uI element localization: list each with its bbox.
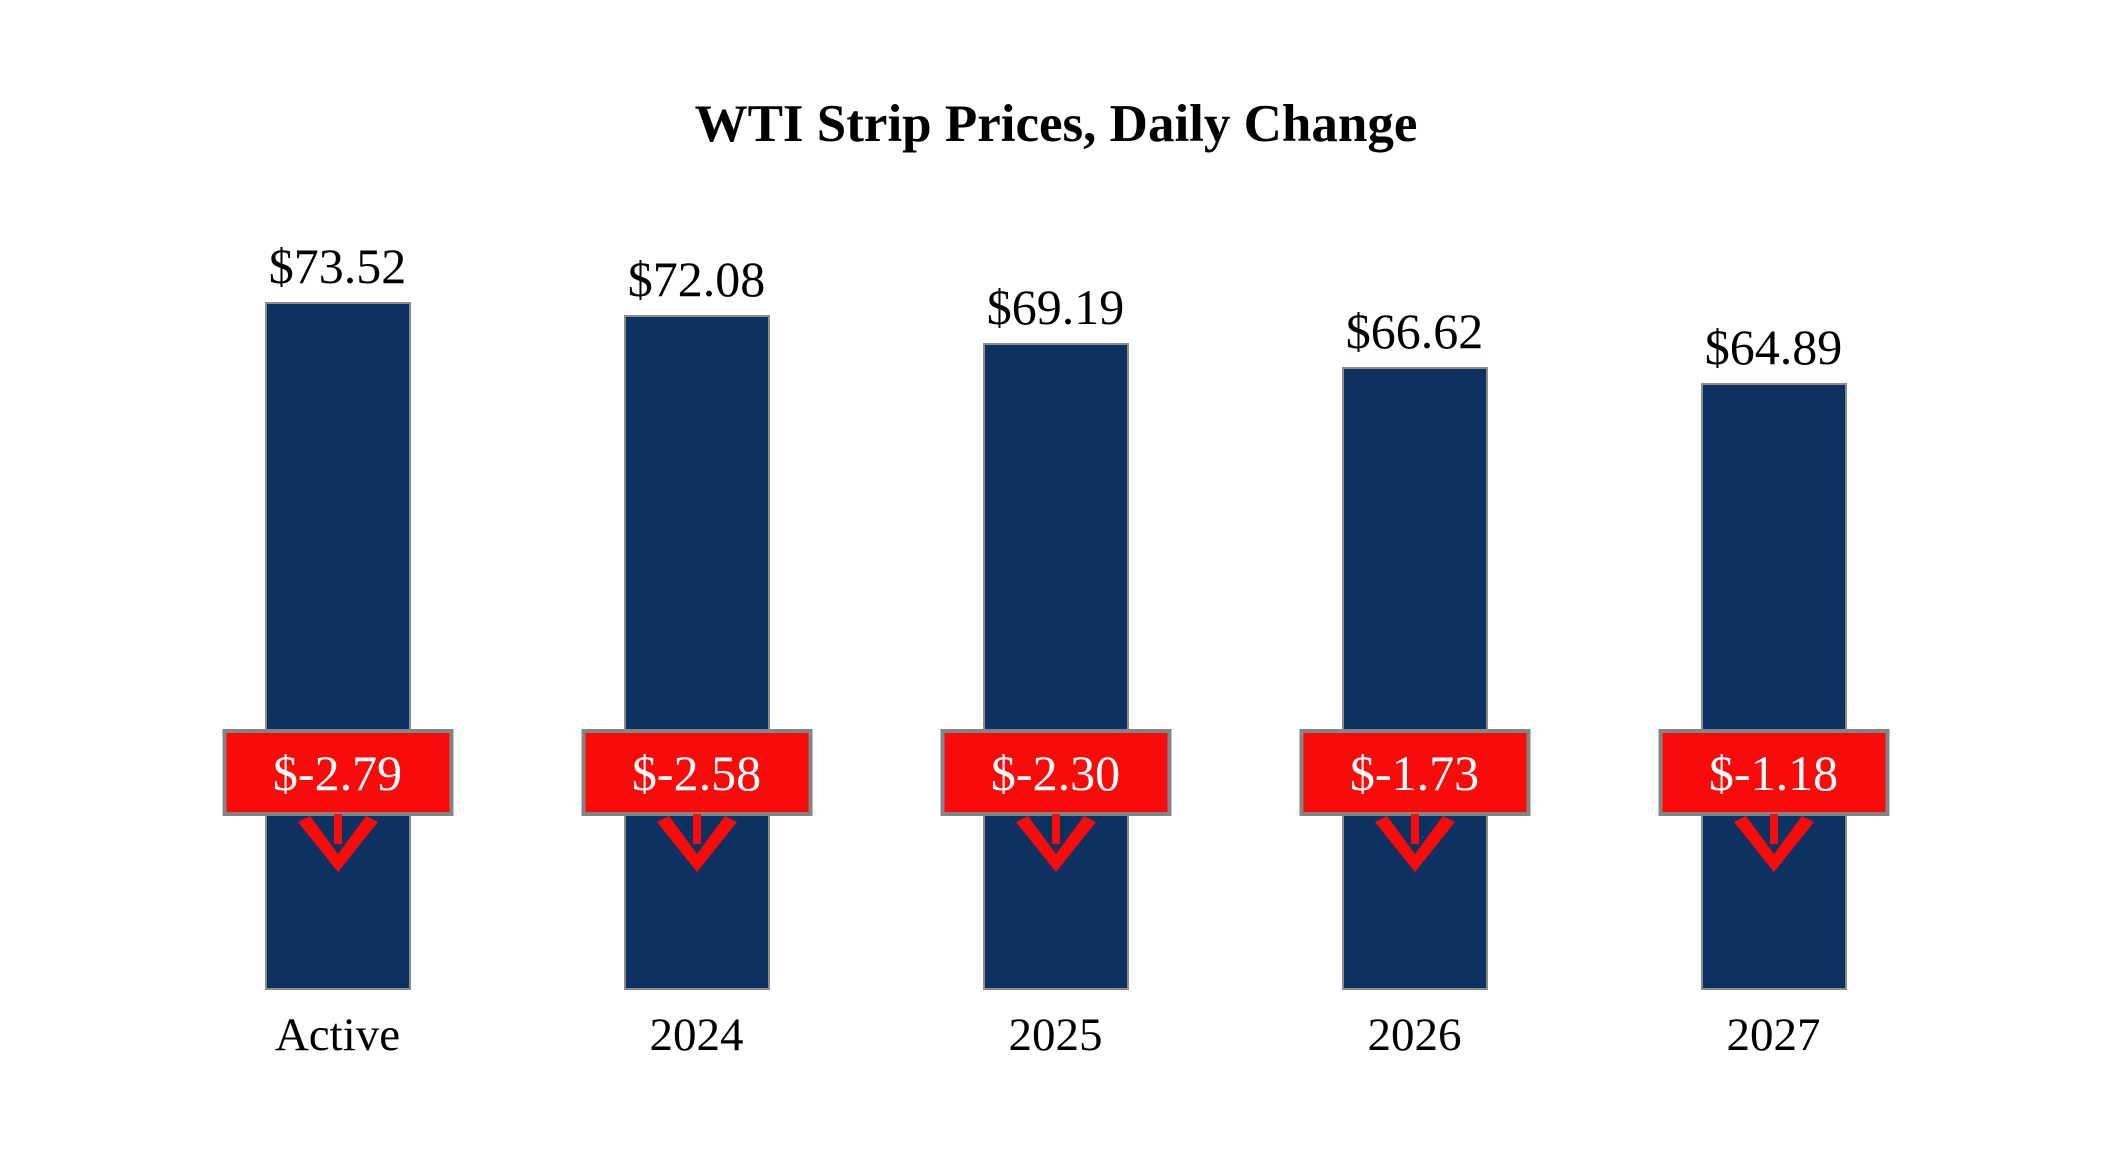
change-badge: $-1.73 xyxy=(1299,729,1530,816)
change-label: $-2.58 xyxy=(631,744,762,801)
price-label: $66.62 xyxy=(1345,302,1484,359)
bar-column: $69.19 $-2.30 2025 xyxy=(876,240,1235,1062)
price-label: $72.08 xyxy=(627,250,766,307)
price-label: $69.19 xyxy=(986,278,1125,335)
change-badge: $-1.18 xyxy=(1658,729,1889,816)
category-label: 2025 xyxy=(1008,1008,1103,1061)
down-arrow-icon xyxy=(1015,814,1096,872)
bar-column: $72.08 $-2.58 2024 xyxy=(517,240,876,1062)
category-label: Active xyxy=(274,1008,401,1061)
chart-area: $73.52 $-2.79 Active $72.08 $-2.58 2024 xyxy=(158,237,1953,1062)
change-label: $-2.30 xyxy=(990,744,1121,801)
change-badge: $-2.79 xyxy=(222,729,453,816)
category-label: 2026 xyxy=(1367,1008,1462,1061)
change-label: $-1.73 xyxy=(1349,744,1480,801)
category-label: 2027 xyxy=(1726,1008,1821,1061)
down-arrow-icon xyxy=(297,814,378,872)
category-label: 2024 xyxy=(649,1008,744,1061)
down-arrow-icon xyxy=(656,814,737,872)
price-bar xyxy=(623,315,770,990)
down-arrow-icon xyxy=(1733,814,1814,872)
down-arrow-icon xyxy=(1374,814,1455,872)
change-badge: $-2.30 xyxy=(940,729,1171,816)
change-badge: $-2.58 xyxy=(581,729,812,816)
price-bar xyxy=(982,343,1129,990)
chart-title: WTI Strip Prices, Daily Change xyxy=(694,95,1418,153)
price-label: $73.52 xyxy=(268,237,407,294)
price-bar xyxy=(264,302,411,990)
change-label: $-1.18 xyxy=(1708,744,1839,801)
price-bar xyxy=(1700,383,1847,990)
price-bar xyxy=(1341,367,1488,990)
price-label: $64.89 xyxy=(1704,318,1843,375)
bar-column: $73.52 $-2.79 Active xyxy=(158,237,517,1062)
change-label: $-2.79 xyxy=(272,744,403,801)
bar-column: $64.89 $-1.18 2027 xyxy=(1594,240,1953,1062)
bar-column: $66.62 $-1.73 2026 xyxy=(1235,240,1594,1062)
